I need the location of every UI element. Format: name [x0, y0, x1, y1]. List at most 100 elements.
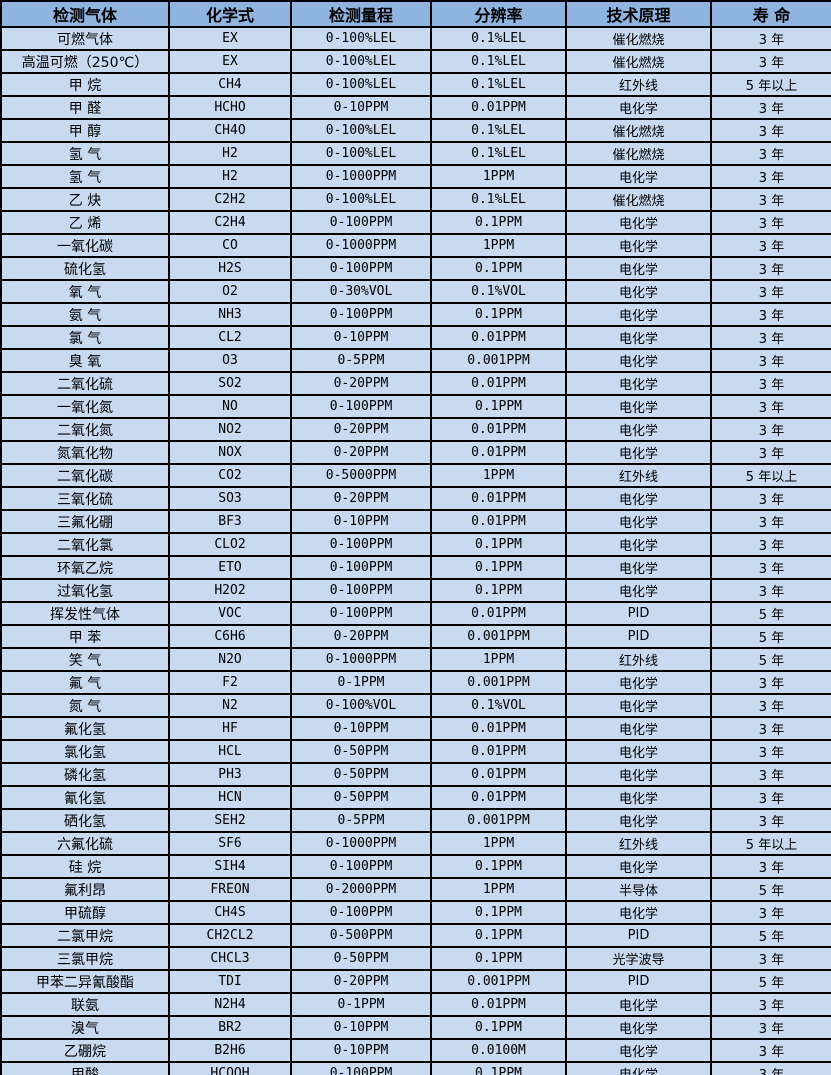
cell-resolution: 0.1%VOL: [430, 279, 567, 304]
cell-range: 0-20PPM: [290, 969, 432, 994]
cell-resolution: 0.0100M: [430, 1038, 567, 1063]
cell-resolution: 0.1PPM: [430, 302, 567, 327]
table-row: 乙 烯 C2H4 0-100PPM 0.1PPM 电化学 3 年: [0, 210, 831, 235]
cell-principle: 电化学: [565, 210, 712, 235]
cell-lifespan: 5 年: [710, 969, 831, 994]
cell-range: 0-1PPM: [290, 670, 432, 695]
cell-lifespan: 5 年: [710, 624, 831, 649]
table-row: 臭 氧 O3 0-5PPM 0.001PPM 电化学 3 年: [0, 348, 831, 373]
cell-formula: N2O: [168, 647, 292, 672]
cell-principle: 电化学: [565, 279, 712, 304]
cell-formula: H2: [168, 141, 292, 166]
cell-gas: 三氧化硫: [0, 486, 170, 511]
cell-range: 0-1PPM: [290, 992, 432, 1017]
cell-resolution: 0.1PPM: [430, 394, 567, 419]
cell-formula: CH4S: [168, 900, 292, 925]
table-row: 二氧化碳 CO2 0-5000PPM 1PPM 红外线 5 年以上: [0, 463, 831, 488]
cell-formula: HCHO: [168, 95, 292, 120]
table-row: 氨 气 NH3 0-100PPM 0.1PPM 电化学 3 年: [0, 302, 831, 327]
cell-lifespan: 3 年: [710, 808, 831, 833]
cell-gas: 氰化氢: [0, 785, 170, 810]
cell-resolution: 0.01PPM: [430, 785, 567, 810]
cell-resolution: 0.1PPM: [430, 923, 567, 948]
cell-gas: 氯化氢: [0, 739, 170, 764]
cell-range: 0-100PPM: [290, 256, 432, 281]
cell-range: 0-1000PPM: [290, 831, 432, 856]
cell-resolution: 0.01PPM: [430, 739, 567, 764]
cell-lifespan: 3 年: [710, 900, 831, 925]
header-cell-resolution: 分辨率: [430, 0, 567, 28]
cell-principle: 电化学: [565, 578, 712, 603]
cell-resolution: 0.1%VOL: [430, 693, 567, 718]
cell-resolution: 0.1%LEL: [430, 141, 567, 166]
cell-range: 0-10PPM: [290, 1038, 432, 1063]
cell-principle: PID: [565, 969, 712, 994]
cell-lifespan: 3 年: [710, 739, 831, 764]
cell-range: 0-100PPM: [290, 394, 432, 419]
cell-principle: 电化学: [565, 348, 712, 373]
cell-formula: O3: [168, 348, 292, 373]
cell-principle: 催化燃烧: [565, 187, 712, 212]
cell-range: 0-20PPM: [290, 624, 432, 649]
table-row: 二氧化硫 SO2 0-20PPM 0.01PPM 电化学 3 年: [0, 371, 831, 396]
cell-principle: 电化学: [565, 394, 712, 419]
cell-range: 0-2000PPM: [290, 877, 432, 902]
table-body: 可燃气体 EX 0-100%LEL 0.1%LEL 催化燃烧 3 年高温可燃（250℃） E…: [0, 26, 831, 1075]
table-row: 氢 气 H2 0-1000PPM 1PPM 电化学 3 年: [0, 164, 831, 189]
cell-resolution: 0.1PPM: [430, 256, 567, 281]
cell-resolution: 0.1PPM: [430, 578, 567, 603]
table-header: 检测气体 化学式 检测量程 分辨率 技术原理寿 命: [0, 0, 831, 28]
cell-gas: 硒化氢: [0, 808, 170, 833]
cell-gas: 氟 气: [0, 670, 170, 695]
cell-range: 0-10PPM: [290, 325, 432, 350]
header-cell-formula: 化学式: [168, 0, 292, 28]
cell-principle: 电化学: [565, 532, 712, 557]
table-row: 三氧化硫 SO3 0-20PPM 0.01PPM 电化学 3 年: [0, 486, 831, 511]
table-row: 笑 气 N2O 0-1000PPM 1PPM 红外线 5 年: [0, 647, 831, 672]
cell-principle: 电化学: [565, 164, 712, 189]
cell-lifespan: 3 年: [710, 486, 831, 511]
cell-lifespan: 3 年: [710, 440, 831, 465]
cell-gas: 甲 苯: [0, 624, 170, 649]
table-row: 甲 醛 HCHO 0-10PPM 0.01PPM 电化学 3 年: [0, 95, 831, 120]
table-row: 甲硫醇 CH4S 0-100PPM 0.1PPM 电化学 3 年: [0, 900, 831, 925]
cell-lifespan: 3 年: [710, 1015, 831, 1040]
cell-principle: 光学波导: [565, 946, 712, 971]
table-row: 二氯甲烷 CH2CL2 0-500PPM 0.1PPM PID 5 年: [0, 923, 831, 948]
header-row: 检测气体 化学式 检测量程 分辨率 技术原理寿 命: [0, 0, 831, 28]
cell-lifespan: 3 年: [710, 1038, 831, 1063]
table-row: 过氧化氢 H2O2 0-100PPM 0.1PPM 电化学 3 年: [0, 578, 831, 603]
cell-lifespan: 3 年: [710, 187, 831, 212]
cell-resolution: 1PPM: [430, 233, 567, 258]
cell-resolution: 0.1%LEL: [430, 72, 567, 97]
cell-resolution: 0.1PPM: [430, 854, 567, 879]
cell-lifespan: 3 年: [710, 532, 831, 557]
cell-formula: CO: [168, 233, 292, 258]
table-row: 氯化氢 HCL 0-50PPM 0.01PPM 电化学 3 年: [0, 739, 831, 764]
cell-principle: 催化燃烧: [565, 141, 712, 166]
cell-lifespan: 3 年: [710, 992, 831, 1017]
cell-range: 0-5000PPM: [290, 463, 432, 488]
cell-range: 0-50PPM: [290, 785, 432, 810]
cell-formula: BF3: [168, 509, 292, 534]
cell-principle: 电化学: [565, 716, 712, 741]
cell-gas: 二氧化碳: [0, 463, 170, 488]
table-row: 高温可燃（250℃） EX 0-100%LEL 0.1%LEL 催化燃烧 3 年: [0, 49, 831, 74]
cell-gas: 氯 气: [0, 325, 170, 350]
cell-range: 0-100PPM: [290, 578, 432, 603]
cell-principle: 电化学: [565, 371, 712, 396]
cell-resolution: 0.001PPM: [430, 348, 567, 373]
table-row: 甲 醇 CH4O 0-100%LEL 0.1%LEL 催化燃烧 3 年: [0, 118, 831, 143]
cell-principle: 电化学: [565, 440, 712, 465]
cell-principle: 电化学: [565, 417, 712, 442]
cell-gas: 甲 烷: [0, 72, 170, 97]
cell-resolution: 0.1PPM: [430, 1061, 567, 1075]
cell-principle: 电化学: [565, 233, 712, 258]
table-row: 氢 气 H2 0-100%LEL 0.1%LEL 催化燃烧 3 年: [0, 141, 831, 166]
cell-formula: C6H6: [168, 624, 292, 649]
cell-formula: H2O2: [168, 578, 292, 603]
cell-resolution: 0.01PPM: [430, 601, 567, 626]
cell-lifespan: 3 年: [710, 394, 831, 419]
cell-range: 0-100%LEL: [290, 118, 432, 143]
